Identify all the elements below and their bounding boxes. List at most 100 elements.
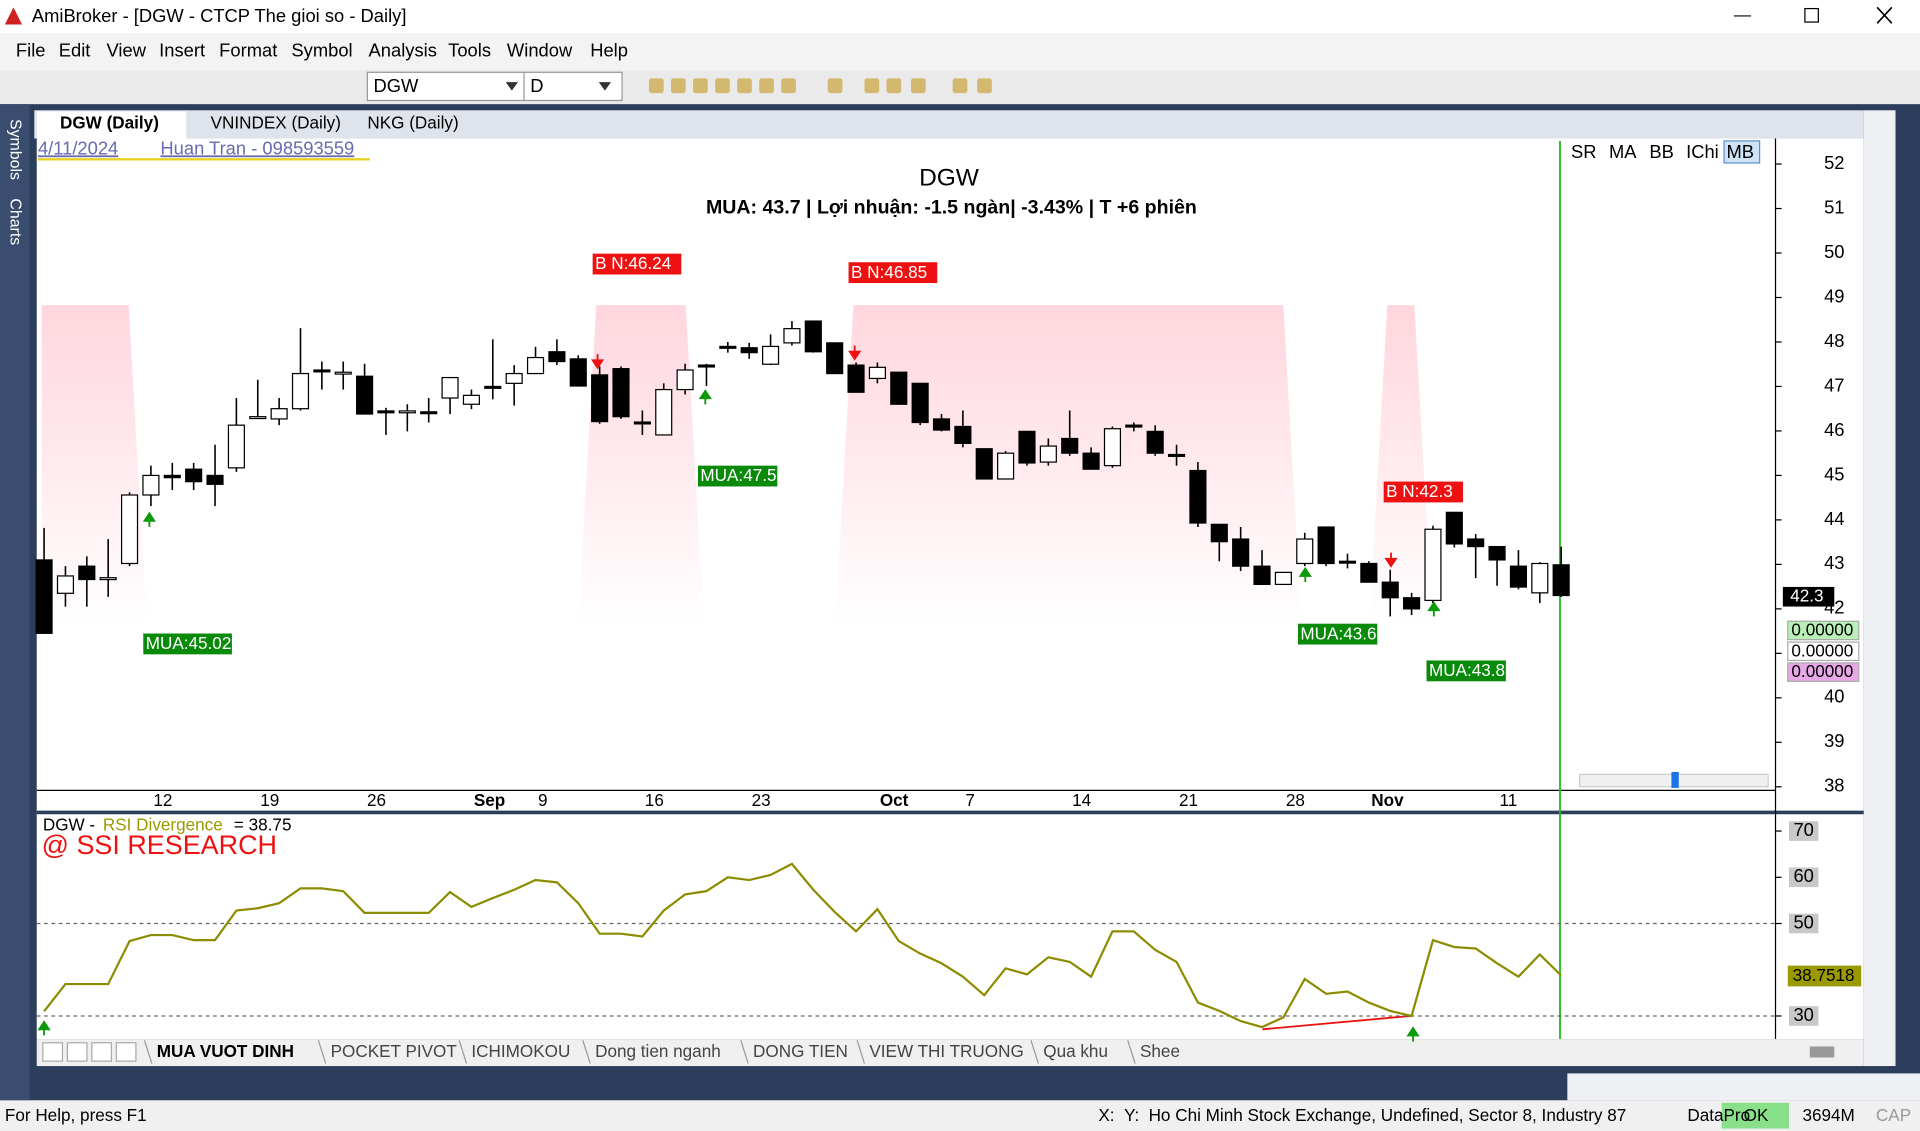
sheet-tab[interactable]: Shee xyxy=(1140,1041,1180,1061)
candle-body xyxy=(826,342,844,375)
candle-body xyxy=(249,416,267,420)
menu-item[interactable]: Insert xyxy=(159,39,205,60)
buy-arrow xyxy=(142,511,157,527)
x-tick-label: 28 xyxy=(1286,790,1305,810)
toolbar-icon[interactable] xyxy=(737,78,752,94)
candle-body xyxy=(35,559,53,634)
toolbar-icon[interactable] xyxy=(759,78,774,94)
chart-tab[interactable]: DGW (Daily) xyxy=(60,112,159,132)
candle-body xyxy=(1146,430,1164,454)
x-tick-label: 9 xyxy=(538,790,548,810)
sheet-tab[interactable]: DONG TIEN xyxy=(753,1041,848,1061)
close-button[interactable] xyxy=(1876,6,1893,24)
toolbar-icon[interactable] xyxy=(693,78,708,94)
signal-label-box xyxy=(1297,623,1378,645)
indicator-button[interactable]: IChi xyxy=(1686,141,1719,162)
nav-button[interactable] xyxy=(42,1042,64,1062)
nav-button[interactable] xyxy=(66,1042,88,1062)
chart-tab[interactable]: VNINDEX (Daily) xyxy=(211,112,341,132)
signal-label: MUA:43.8 xyxy=(1429,660,1505,680)
candle-body xyxy=(1509,565,1528,588)
menu-item[interactable]: Edit xyxy=(59,39,91,60)
menu-item[interactable]: Help xyxy=(590,39,628,60)
candle-body xyxy=(804,320,822,353)
candle-body xyxy=(1424,528,1442,602)
signal-label-box xyxy=(1426,660,1506,682)
toolbar-icon[interactable] xyxy=(715,78,730,94)
value-box-label: 0.00000 xyxy=(1791,661,1853,681)
candle-body xyxy=(569,358,587,387)
indicator-button[interactable]: SR xyxy=(1571,141,1597,162)
candle-body xyxy=(142,474,160,496)
toolbar-icon[interactable] xyxy=(977,78,992,94)
toolbar-icon[interactable] xyxy=(671,78,686,94)
candle-body xyxy=(1232,538,1250,567)
candle-body xyxy=(868,366,886,380)
scrollbar[interactable] xyxy=(1809,1046,1835,1058)
candle-body xyxy=(1360,562,1378,583)
active-tab[interactable] xyxy=(36,111,187,139)
nav-button[interactable] xyxy=(91,1042,113,1062)
toolbar-icon[interactable] xyxy=(827,78,843,94)
menu-item[interactable]: View xyxy=(107,39,147,60)
x-tick-label: Oct xyxy=(880,790,909,810)
menu-item[interactable]: Format xyxy=(219,39,277,60)
sheet-tab[interactable]: POCKET PIVOT xyxy=(331,1041,458,1061)
candle-body xyxy=(420,411,438,415)
toolbar-icon[interactable] xyxy=(952,78,968,94)
menu-item[interactable]: Symbol xyxy=(291,39,352,60)
candle-body xyxy=(697,364,716,368)
toolbar-icon[interactable] xyxy=(911,78,926,94)
symbol-field[interactable]: DGW xyxy=(373,75,419,96)
signal-zone xyxy=(835,305,1302,625)
sheet-tab[interactable]: Qua khu xyxy=(1043,1041,1108,1061)
menu-item[interactable]: Analysis xyxy=(369,39,437,60)
menu-item[interactable]: Tools xyxy=(448,39,491,60)
menu-item[interactable]: Window xyxy=(507,39,573,60)
toolbar-icon[interactable] xyxy=(648,78,664,94)
x-tick-label: 16 xyxy=(645,790,664,810)
chart-tab[interactable]: NKG (Daily) xyxy=(367,112,458,132)
sheet-tab[interactable]: MUA VUOT DINH xyxy=(157,1041,294,1061)
candle-body xyxy=(1061,437,1079,454)
candle-body xyxy=(398,410,416,414)
restore-button[interactable] xyxy=(1804,7,1819,23)
side-panel xyxy=(0,104,30,1101)
sheet-tab[interactable]: VIEW THI TRUONG xyxy=(869,1041,1023,1061)
x-tick-label: 14 xyxy=(1072,790,1092,810)
sheet-tab[interactable]: ICHIMOKOU xyxy=(471,1041,570,1061)
signal-label-box xyxy=(697,465,778,487)
toolbar-icon[interactable] xyxy=(781,78,796,94)
candle-body xyxy=(484,385,502,389)
toolbar-icon[interactable] xyxy=(864,78,880,94)
candle-body xyxy=(655,388,673,436)
menu-item[interactable]: File xyxy=(16,39,46,60)
tab-strip xyxy=(34,110,1864,139)
signal-label: B N:42.3 xyxy=(1386,481,1453,501)
indicator-button[interactable]: MA xyxy=(1609,141,1637,162)
indicator-button[interactable]: BB xyxy=(1649,141,1673,162)
indicator-button[interactable]: MB xyxy=(1727,141,1755,162)
y-tick-box xyxy=(1788,1006,1819,1026)
interval-field[interactable]: D xyxy=(530,75,543,96)
signal-label-box xyxy=(143,633,232,655)
sheet-tab[interactable]: Dong tien nganh xyxy=(595,1041,721,1061)
candle-body xyxy=(56,575,75,594)
side-tab[interactable]: Symbols xyxy=(6,119,23,180)
zoom-thumb[interactable] xyxy=(1671,771,1679,788)
toolbar-icon[interactable] xyxy=(886,78,902,94)
menu-bar xyxy=(0,33,1920,70)
candle-body xyxy=(78,565,96,581)
button-highlight[interactable] xyxy=(1723,140,1761,164)
chart-author: Huan Tran - 098593559 xyxy=(160,137,354,158)
last-price-label: 42.3 xyxy=(1790,585,1823,605)
nav-button[interactable] xyxy=(115,1042,137,1062)
chart-date: 4/11/2024 xyxy=(38,137,118,158)
candle-body xyxy=(356,375,374,415)
candle-body xyxy=(163,474,181,479)
side-tab[interactable]: Charts xyxy=(6,198,23,245)
sheet-tab-shape xyxy=(458,1040,468,1064)
sell-arrow xyxy=(848,345,862,361)
symbol-combo[interactable] xyxy=(366,71,525,102)
